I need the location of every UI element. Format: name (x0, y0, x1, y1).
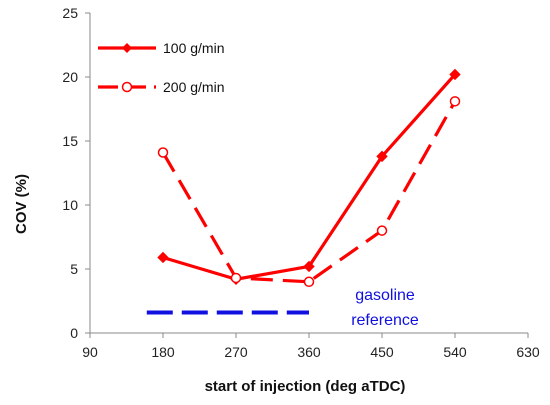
data-point (303, 276, 315, 288)
data-point (376, 225, 388, 236)
series-group (157, 68, 461, 288)
x-tick-label: 540 (443, 344, 467, 360)
y-tick-labels: 0 5 10 15 20 25 (62, 5, 78, 341)
data-point (157, 147, 169, 158)
legend-marker (121, 81, 133, 93)
y-tick-label: 20 (62, 69, 78, 85)
x-tick-label: 630 (516, 344, 540, 360)
data-point (303, 260, 315, 273)
legend: 100 g/min 200 g/min (98, 40, 224, 95)
x-tick-label: 180 (151, 344, 175, 360)
series-1 (157, 96, 461, 288)
y-tick-label: 5 (70, 261, 78, 277)
x-tick-label: 450 (370, 344, 394, 360)
series-line (161, 100, 457, 284)
x-tick-label: 90 (82, 344, 98, 360)
data-point (230, 272, 242, 284)
axes (85, 12, 529, 338)
x-tick-labels: 90 180 270 360 450 540 630 (82, 344, 540, 360)
legend-label: 200 g/min (163, 79, 224, 95)
reference-label-line2: reference (351, 312, 419, 329)
y-tick-label: 25 (62, 5, 78, 21)
legend-marker (122, 43, 132, 53)
data-point (449, 68, 461, 81)
reference-label-line1: gasoline (355, 287, 415, 304)
y-tick-label: 0 (70, 325, 78, 341)
data-point (449, 96, 461, 107)
y-tick-label: 10 (62, 197, 78, 213)
y-axis-title: COV (%) (13, 174, 30, 234)
x-axis-title: start of injection (deg aTDC) (205, 378, 406, 395)
data-point (157, 251, 169, 264)
y-tick-label: 15 (62, 133, 78, 149)
x-tick-label: 360 (297, 344, 321, 360)
series-0 (157, 68, 461, 285)
legend-label: 100 g/min (163, 40, 224, 56)
data-point (376, 150, 388, 163)
x-tick-label: 270 (224, 344, 248, 360)
